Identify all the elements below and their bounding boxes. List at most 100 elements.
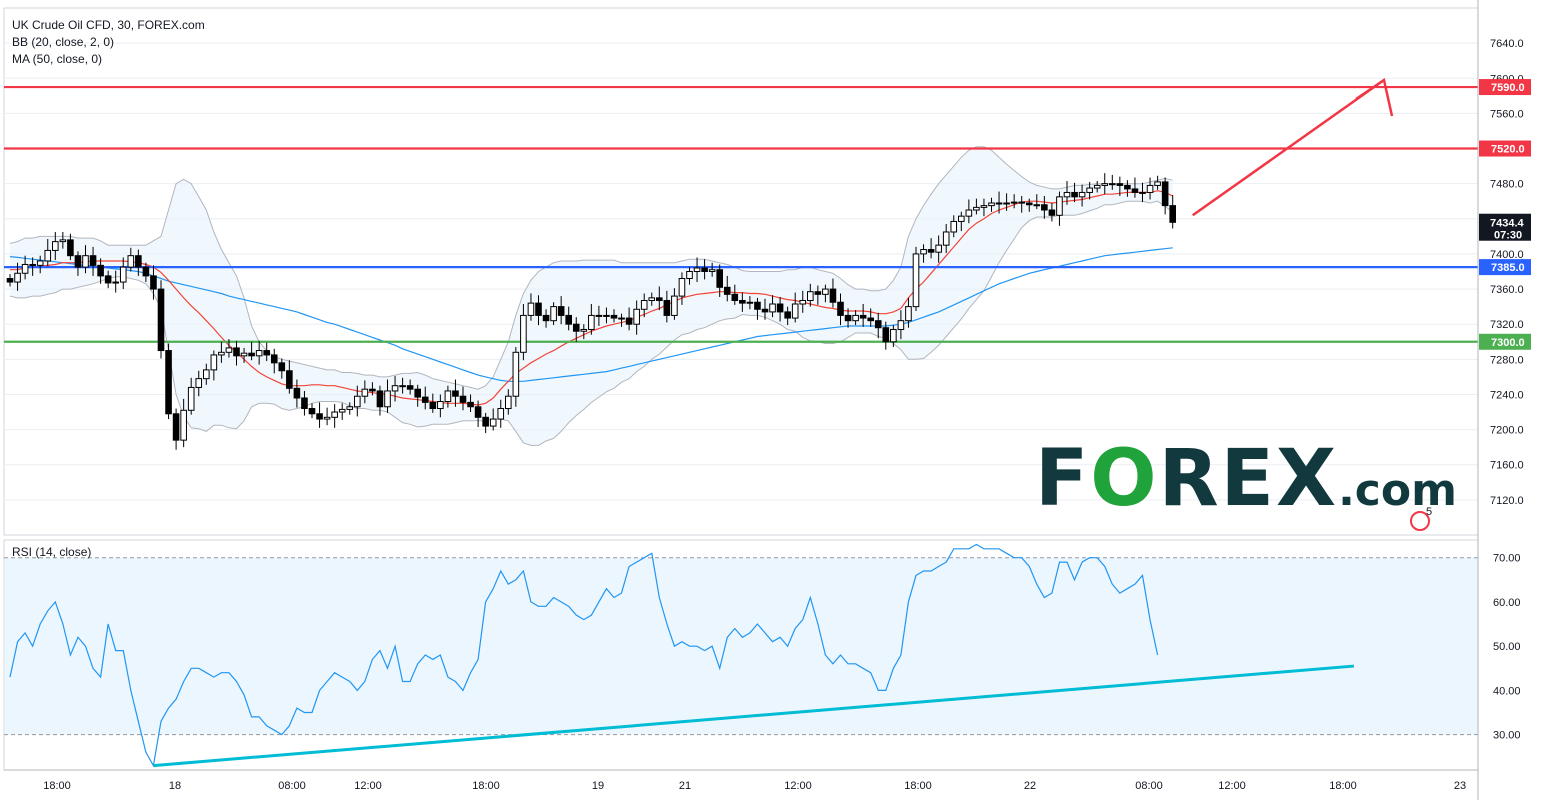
candle [874,312,882,339]
candle [1086,181,1093,200]
candle-body [467,401,474,408]
candle-body [942,231,950,246]
candle [950,215,958,238]
candle-body [988,202,995,207]
candle-body [648,297,656,301]
candle [799,290,807,313]
candle-body [701,267,708,272]
candle [912,246,920,312]
logo-dotcom: .com [1338,465,1457,516]
candle [195,370,203,397]
candle [36,255,44,274]
candle-body [233,347,240,357]
candle [542,309,550,328]
candle-body [882,327,890,343]
candle-body [150,275,157,290]
candle-body [958,215,965,222]
candle [905,297,912,328]
candle [595,305,603,326]
candle-body [323,416,331,420]
candle-body [867,317,875,322]
current-price-label: 7434.4 [1490,218,1525,230]
candle-body [104,275,112,284]
rsi-legend: RSI (14, close) [12,545,92,559]
candle-body [1063,191,1071,198]
candle [980,198,988,217]
candle-body [890,328,897,343]
candle-body [550,306,557,322]
candle-body [1071,191,1078,198]
candle-body [1041,204,1048,211]
price-tick-label: 7120.0 [1490,495,1524,507]
candle [399,377,406,394]
candle-body [595,314,603,317]
candle [693,257,701,283]
candle-body [746,301,754,304]
candle [761,298,769,320]
candle [142,262,150,283]
rsi-pane[interactable] [3,539,1479,771]
candle-body [67,239,74,257]
candle-body [278,362,286,372]
price-pane[interactable] [3,7,1479,536]
candle [935,235,942,263]
candle [807,283,814,307]
projection-arrow [1191,79,1385,217]
time-tick-label: 12:00 [354,780,382,792]
candle [1101,173,1109,195]
time-tick-label: 12:00 [784,780,812,792]
candle [1010,194,1018,209]
candle [588,303,595,335]
candle-body [716,269,724,288]
candle-body [482,416,489,427]
candle-body [754,301,761,310]
candle-body [837,301,844,316]
candle [776,296,784,322]
candle-body [965,209,973,217]
candle [897,310,905,340]
candle-body [1139,191,1146,194]
candle [890,325,897,348]
candle [391,376,399,402]
candle-body [565,314,573,325]
candle-body [618,317,625,320]
candle [233,340,240,366]
candle-body [739,299,746,304]
legend-bb: BB (20, close, 2, 0) [12,35,115,49]
candle-body [225,347,233,353]
candle-body [973,206,980,211]
candle-body [512,351,520,397]
candle [1093,181,1101,193]
candle-body [1154,181,1161,186]
forex-logo: FOREX.com [1035,434,1457,524]
candle [52,231,59,261]
candle [557,296,565,325]
candle [97,258,104,284]
candle [172,408,180,450]
candle-body [157,288,165,352]
time-tick-label: 18:00 [1329,780,1357,792]
candle [973,198,980,215]
candle [716,264,724,297]
candle-body [935,244,942,253]
candle [293,379,301,408]
price-tick-label: 7160.0 [1490,460,1524,472]
candle [965,199,973,224]
candle-body [693,267,701,272]
candle [769,295,776,318]
candle-body [1033,204,1041,207]
candle-body [572,323,580,332]
candle [437,394,444,418]
candle [203,363,210,385]
candle-body [799,299,807,305]
candle-body [210,354,218,371]
candle [497,399,505,428]
candle [663,290,671,323]
rsi-tick-label: 70.00 [1493,553,1521,565]
candle-body [640,299,648,310]
candle [384,379,391,413]
candle [157,280,165,359]
candle [6,274,14,287]
candle [535,295,542,326]
